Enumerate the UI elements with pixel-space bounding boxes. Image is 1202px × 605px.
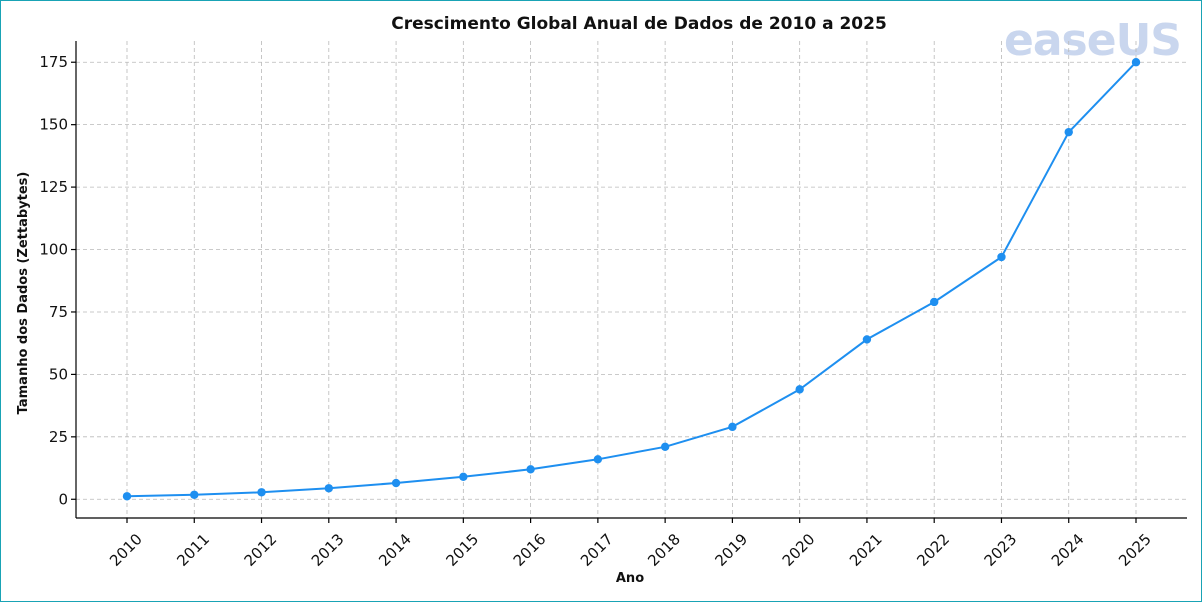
- data-point: [257, 488, 266, 497]
- x-tick-label: 2014: [375, 530, 415, 570]
- x-tick-label: 2022: [913, 530, 953, 570]
- x-tick-label: 2024: [1048, 530, 1088, 570]
- y-tick-label: 125: [39, 178, 68, 196]
- x-tick-label: 2018: [644, 530, 684, 570]
- y-tick-label: 50: [49, 365, 68, 383]
- x-tick-label: 2017: [577, 530, 617, 570]
- axes: [71, 41, 1187, 523]
- data-point: [1064, 127, 1073, 137]
- data-point: [728, 422, 737, 432]
- y-axis-label: Tamanho dos Dados (Zettabytes): [16, 172, 31, 415]
- y-tick-label: 150: [39, 116, 68, 134]
- watermark-text: easeUS: [1004, 15, 1181, 66]
- x-tick-label: 2021: [846, 530, 886, 570]
- y-tick-label: 175: [39, 53, 68, 71]
- data-point: [795, 385, 804, 394]
- tick-labels: 0 25 50 75 100 125 150 175 2010 2011 2012 2013 2014 2…: [39, 53, 1154, 570]
- chart-title: Crescimento Global Anual de Dados de 201…: [391, 14, 887, 34]
- y-tick-label: 100: [39, 241, 68, 259]
- data-point: [190, 490, 199, 499]
- x-axis-label: Ano: [616, 571, 644, 586]
- x-tick-label: 2010: [106, 530, 146, 570]
- data-point: [1131, 58, 1141, 67]
- data-point: [122, 492, 132, 501]
- x-tick-label: 2016: [510, 530, 550, 570]
- x-tick-label: 2015: [442, 530, 482, 570]
- data-point: [324, 484, 333, 493]
- x-tick-label: 2012: [241, 530, 281, 570]
- data-point: [862, 335, 872, 344]
- x-tick-label: 2020: [779, 530, 819, 570]
- data-point: [526, 465, 535, 474]
- y-tick-label: 25: [49, 428, 68, 446]
- x-tick-label: 2013: [308, 530, 348, 570]
- easeus-logo: easeUS: [1004, 15, 1182, 66]
- x-tick-label: 2023: [981, 530, 1021, 570]
- y-tick-label: 0: [58, 490, 68, 508]
- series-line: [126, 61, 1137, 498]
- data-point: [997, 252, 1006, 262]
- x-tick-label: 2025: [1115, 530, 1155, 570]
- data-point: [660, 442, 670, 452]
- x-tick-label: 2011: [173, 530, 213, 570]
- data-point: [593, 455, 603, 464]
- data-point: [930, 297, 939, 307]
- grid: [76, 41, 1187, 518]
- y-tick-label: 75: [49, 303, 68, 321]
- data-point: [459, 472, 468, 481]
- x-tick-label: 2019: [711, 530, 751, 570]
- series: [122, 58, 1141, 501]
- data-point: [391, 478, 401, 488]
